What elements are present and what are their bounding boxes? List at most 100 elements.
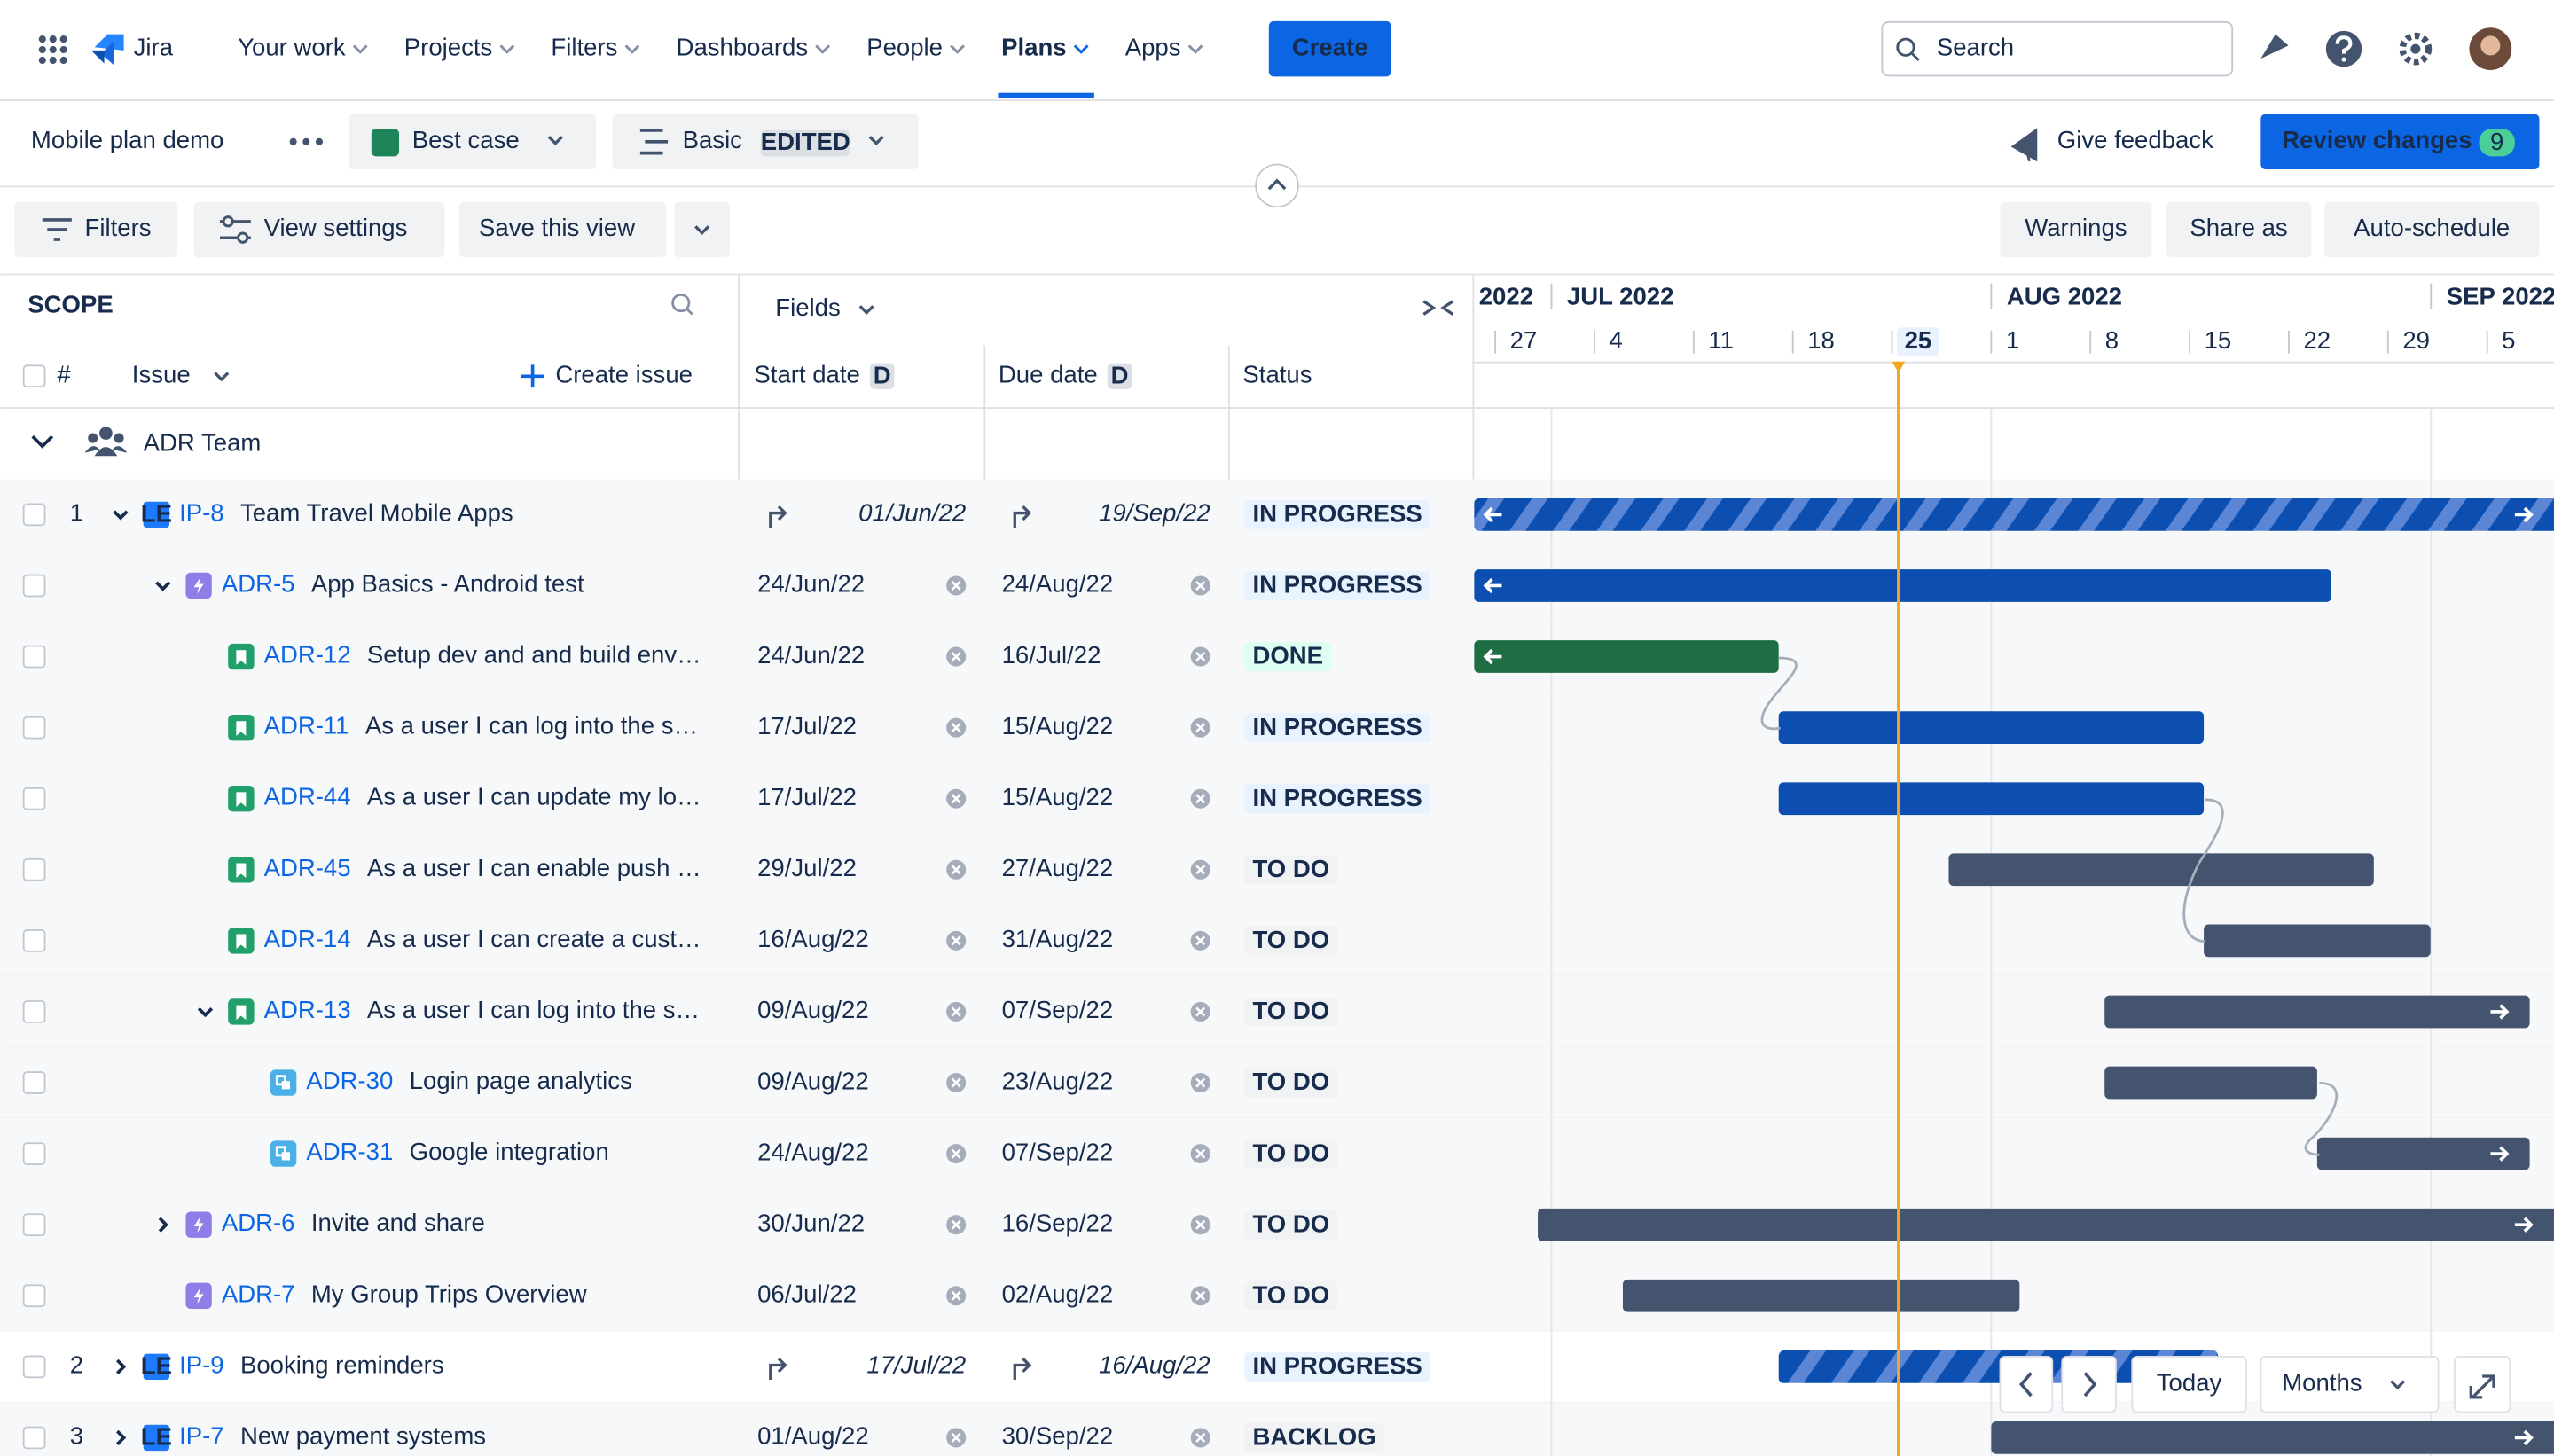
issue-key[interactable]: ADR-14 xyxy=(264,925,351,952)
issue-key[interactable]: ADR-12 xyxy=(264,641,351,669)
create-issue[interactable]: Create issue xyxy=(555,361,693,388)
issue-title[interactable]: IP-7 New payment systems xyxy=(179,1422,486,1450)
row-checkbox[interactable] xyxy=(22,929,46,952)
issue-header[interactable]: Issue xyxy=(132,361,191,388)
date-value[interactable]: 24/Aug/22 xyxy=(1002,570,1114,598)
issue-row[interactable]: ADR-7 My Group Trips Overview 06/Jul/22 02/… xyxy=(0,1260,2554,1333)
today-label[interactable]: Today xyxy=(2157,1368,2222,1396)
issue-title[interactable]: ADR-12 Setup dev and and build env… xyxy=(264,641,701,669)
gantt-bar[interactable] xyxy=(1948,853,2374,887)
view-label[interactable]: Basic xyxy=(683,126,743,153)
issue-key[interactable]: ADR-7 xyxy=(222,1280,295,1308)
logo-text[interactable]: Jira xyxy=(134,33,174,60)
date-value[interactable]: 30/Jun/22 xyxy=(757,1209,865,1236)
view-settings-button[interactable] xyxy=(193,201,445,258)
issue-title[interactable]: ADR-7 My Group Trips Overview xyxy=(222,1280,587,1308)
issue-row[interactable]: ADR-31 Google integration 24/Aug/22 07/Sep/… xyxy=(0,1118,2554,1191)
column-header[interactable]: Start date xyxy=(754,361,859,388)
search-box[interactable] xyxy=(1881,20,2234,77)
feedback-label[interactable]: Give feedback xyxy=(2057,126,2213,153)
save-view-label[interactable]: Save this view xyxy=(479,214,635,241)
date-value[interactable]: 06/Jul/22 xyxy=(757,1280,857,1308)
row-toggle[interactable] xyxy=(155,581,171,591)
share-label[interactable]: Share as xyxy=(2190,214,2287,241)
issue-key[interactable]: ADR-11 xyxy=(264,712,349,740)
gantt-bar[interactable] xyxy=(1991,1421,2554,1454)
collapse-header-button[interactable] xyxy=(1255,163,1299,208)
save-options-button[interactable] xyxy=(674,201,730,258)
today-button[interactable] xyxy=(2131,1356,2247,1413)
search-placeholder[interactable]: Search xyxy=(1937,33,2014,60)
auto-schedule-label[interactable]: Auto-schedule xyxy=(2354,214,2510,241)
issue-key[interactable]: ADR-45 xyxy=(264,854,351,881)
issue-key[interactable]: ADR-5 xyxy=(222,570,295,598)
issue-title[interactable]: ADR-45 As a user I can enable push … xyxy=(264,854,701,881)
gantt-bar[interactable] xyxy=(1474,569,2331,602)
issue-title[interactable]: ADR-6 Invite and share xyxy=(222,1209,485,1236)
column-header[interactable]: Due date xyxy=(999,361,1098,388)
row-checkbox[interactable] xyxy=(22,1142,46,1165)
issue-row[interactable]: ADR-12 Setup dev and and build env… 24/Jun… xyxy=(0,621,2554,693)
date-value[interactable]: 02/Aug/22 xyxy=(1002,1280,1114,1308)
date-value[interactable]: 07/Sep/22 xyxy=(1002,1138,1114,1165)
gantt-bar[interactable] xyxy=(2104,1066,2317,1100)
date-value[interactable]: 17/Jul/22 xyxy=(757,783,857,810)
issue-row[interactable]: ADR-14 As a user I can create a cust… 16/A… xyxy=(0,904,2554,977)
date-value[interactable]: 09/Aug/22 xyxy=(757,996,869,1023)
share-button[interactable] xyxy=(2166,201,2312,258)
row-toggle[interactable] xyxy=(158,1217,168,1233)
save-view-button[interactable] xyxy=(458,201,667,258)
feedback-icon[interactable] xyxy=(2010,128,2038,162)
row-checkbox[interactable] xyxy=(22,645,46,669)
date-value[interactable]: 16/Aug/22 xyxy=(757,925,869,952)
row-checkbox[interactable] xyxy=(22,716,46,740)
gantt-bar[interactable] xyxy=(1538,1208,2554,1241)
issue-key[interactable]: ADR-44 xyxy=(264,783,351,810)
issue-key[interactable]: ADR-13 xyxy=(264,996,351,1023)
nav-item[interactable]: People xyxy=(866,33,943,60)
issue-title[interactable]: IP-9 Booking reminders xyxy=(179,1351,444,1379)
date-value[interactable]: 24/Aug/22 xyxy=(757,1138,869,1165)
auto-schedule-button[interactable] xyxy=(2323,201,2540,258)
view-settings-label[interactable]: View settings xyxy=(264,214,408,241)
gantt-bar[interactable] xyxy=(1474,498,2554,531)
issue-key[interactable]: ADR-31 xyxy=(306,1138,393,1165)
group-toggle[interactable] xyxy=(31,434,54,449)
nav-item[interactable]: Projects xyxy=(404,33,493,60)
row-checkbox[interactable] xyxy=(22,503,46,527)
row-checkbox[interactable] xyxy=(22,787,46,810)
scale-button[interactable] xyxy=(2260,1356,2440,1413)
issue-key[interactable]: ADR-30 xyxy=(306,1067,393,1094)
scope-search[interactable] xyxy=(671,294,691,313)
settings-icon[interactable] xyxy=(2399,32,2433,66)
nav-item[interactable]: Apps xyxy=(1125,33,1181,60)
scale-label[interactable]: Months xyxy=(2282,1368,2362,1396)
more-button[interactable] xyxy=(289,137,324,145)
issue-row[interactable]: ADR-6 Invite and share 30/Jun/22 16/Sep/22 T… xyxy=(0,1189,2554,1262)
date-value[interactable]: 24/Jun/22 xyxy=(757,570,865,598)
select-all[interactable] xyxy=(22,364,46,388)
row-checkbox[interactable] xyxy=(22,1426,46,1450)
date-value[interactable]: 23/Aug/22 xyxy=(1002,1067,1114,1094)
issue-title[interactable]: ADR-11 As a user I can log into the s… xyxy=(264,712,698,740)
gantt-bar[interactable] xyxy=(2316,1137,2530,1170)
issue-title[interactable]: ADR-5 App Basics - Android test xyxy=(222,570,584,598)
date-value[interactable]: 30/Sep/22 xyxy=(1002,1422,1114,1450)
filters-label[interactable]: Filters xyxy=(85,214,152,241)
fields-header[interactable]: Fields xyxy=(775,294,840,321)
issue-key[interactable]: IP-9 xyxy=(179,1351,224,1379)
date-value[interactable]: 15/Aug/22 xyxy=(1002,783,1114,810)
gantt-bar[interactable] xyxy=(1778,711,2205,744)
next-button[interactable] xyxy=(2061,1356,2117,1413)
nav-item[interactable]: Your work xyxy=(238,33,346,60)
warnings-label[interactable]: Warnings xyxy=(2025,214,2127,241)
nav-item[interactable]: Dashboards xyxy=(677,33,809,60)
date-value[interactable]: 01/Aug/22 xyxy=(757,1422,869,1450)
filters-button[interactable] xyxy=(14,201,178,258)
gantt-bar[interactable] xyxy=(2104,995,2530,1029)
row-toggle[interactable] xyxy=(197,1006,214,1018)
gantt-bar[interactable] xyxy=(1622,1279,2020,1312)
scenario-label[interactable]: Best case xyxy=(412,126,520,153)
issue-row[interactable]: 1 LE IP-8 Team Travel Mobile Apps 01/Jun/22 1… xyxy=(0,479,2554,552)
issue-key[interactable]: ADR-6 xyxy=(222,1209,295,1236)
